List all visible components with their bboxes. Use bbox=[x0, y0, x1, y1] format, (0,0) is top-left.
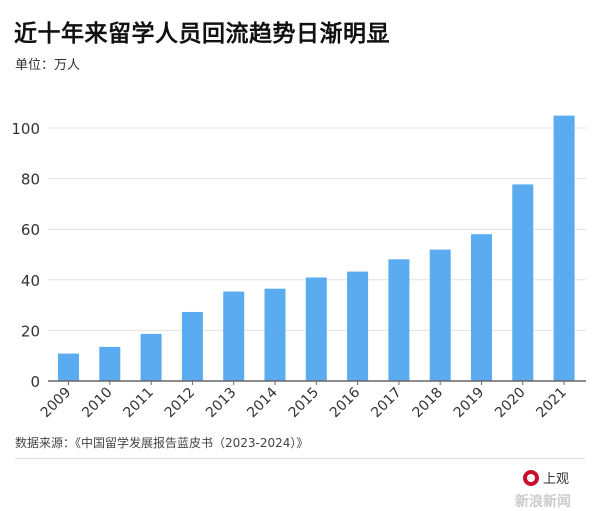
shangguan-logo: 上观 bbox=[523, 468, 569, 487]
bar-2018 bbox=[429, 249, 451, 381]
y-tick-label: 0 bbox=[30, 373, 40, 391]
y-tick-label: 100 bbox=[11, 120, 40, 138]
bar-2020 bbox=[512, 184, 534, 381]
unit-label: 单位：万人 bbox=[15, 58, 81, 73]
x-tick-label: 2016 bbox=[327, 384, 364, 421]
x-tick-label: 2012 bbox=[162, 385, 199, 422]
y-tick-label: 80 bbox=[21, 171, 40, 189]
x-tick-label: 2010 bbox=[79, 385, 116, 422]
bar-2012 bbox=[181, 311, 203, 381]
logo-text: 上观 bbox=[543, 472, 570, 487]
x-tick-label: 2017 bbox=[368, 385, 405, 422]
bar-2013 bbox=[223, 291, 245, 381]
x-tick-label: 2015 bbox=[286, 385, 323, 422]
x-tick-label: 2014 bbox=[244, 384, 281, 421]
bar-2010 bbox=[99, 346, 121, 381]
bar-2017 bbox=[388, 259, 410, 381]
bar-2014 bbox=[264, 288, 286, 381]
bar-chart: 0 20 40 60 80 100 2009 2010 2011 2012 2013 2014 2015… bbox=[11, 115, 586, 422]
x-tick-label: 2019 bbox=[451, 385, 488, 422]
x-tick-label: 2018 bbox=[410, 385, 447, 422]
bar-2009 bbox=[58, 353, 79, 381]
divider bbox=[15, 458, 585, 459]
bar-2021 bbox=[553, 115, 575, 381]
watermark: 新浪新闻 bbox=[515, 494, 571, 510]
logo-mark-icon bbox=[523, 469, 539, 486]
y-tick-label: 20 bbox=[21, 322, 40, 340]
y-tick-label: 40 bbox=[21, 272, 40, 290]
bar-2011 bbox=[140, 333, 162, 381]
bar-2019 bbox=[471, 234, 492, 381]
data-source: 数据来源：《中国留学发展报告蓝皮书（2023-2024）》 bbox=[15, 436, 309, 450]
bar-2015 bbox=[305, 277, 327, 381]
chart-title: 近十年来留学人员回流趋势日渐明显 bbox=[14, 21, 390, 47]
bar-2016 bbox=[347, 271, 369, 381]
y-tick-label: 60 bbox=[21, 221, 40, 239]
x-tick-label: 2020 bbox=[492, 385, 529, 422]
x-tick-label: 2013 bbox=[203, 385, 240, 422]
x-tick-label: 2021 bbox=[533, 385, 570, 422]
x-tick-label: 2009 bbox=[38, 385, 75, 422]
x-tick-label: 2011 bbox=[120, 385, 157, 422]
